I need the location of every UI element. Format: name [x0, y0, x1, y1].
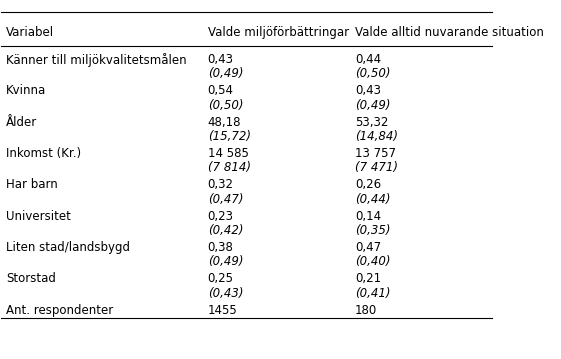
Text: Storstad: Storstad [6, 272, 56, 285]
Text: 1455: 1455 [208, 304, 237, 317]
Text: (0,49): (0,49) [355, 99, 390, 112]
Text: (0,35): (0,35) [355, 224, 390, 237]
Text: 0,23: 0,23 [208, 210, 233, 223]
Text: (0,50): (0,50) [208, 99, 243, 112]
Text: 0,32: 0,32 [208, 178, 233, 191]
Text: (0,47): (0,47) [208, 193, 243, 206]
Text: (0,49): (0,49) [208, 255, 243, 269]
Text: Liten stad/landsbygd: Liten stad/landsbygd [6, 241, 130, 254]
Text: (7 471): (7 471) [355, 161, 398, 174]
Text: 0,43: 0,43 [355, 84, 381, 97]
Text: (14,84): (14,84) [355, 130, 398, 143]
Text: Ant. respondenter: Ant. respondenter [6, 304, 113, 317]
Text: (7 814): (7 814) [208, 161, 251, 174]
Text: (0,49): (0,49) [208, 67, 243, 80]
Text: Känner till miljökvalitetsmålen: Känner till miljökvalitetsmålen [6, 53, 187, 67]
Text: 0,26: 0,26 [355, 178, 381, 191]
Text: 0,25: 0,25 [208, 272, 233, 285]
Text: Valde miljöförbättringar: Valde miljöförbättringar [208, 26, 349, 39]
Text: (0,40): (0,40) [355, 255, 390, 269]
Text: 53,32: 53,32 [355, 116, 388, 129]
Text: (0,44): (0,44) [355, 193, 390, 206]
Text: Har barn: Har barn [6, 178, 58, 191]
Text: 0,54: 0,54 [208, 84, 233, 97]
Text: (0,41): (0,41) [355, 287, 390, 300]
Text: Variabel: Variabel [6, 26, 54, 39]
Text: 0,47: 0,47 [355, 241, 381, 254]
Text: 14 585: 14 585 [208, 147, 249, 160]
Text: 0,21: 0,21 [355, 272, 381, 285]
Text: (0,43): (0,43) [208, 287, 243, 300]
Text: (0,42): (0,42) [208, 224, 243, 237]
Text: 0,14: 0,14 [355, 210, 381, 223]
Text: Kvinna: Kvinna [6, 84, 47, 97]
Text: (0,50): (0,50) [355, 67, 390, 80]
Text: 0,38: 0,38 [208, 241, 233, 254]
Text: Inkomst (Kr.): Inkomst (Kr.) [6, 147, 81, 160]
Text: 48,18: 48,18 [208, 116, 241, 129]
Text: Valde alltid nuvarande situation: Valde alltid nuvarande situation [355, 26, 544, 39]
Text: 13 757: 13 757 [355, 147, 396, 160]
Text: 0,44: 0,44 [355, 53, 381, 66]
Text: Ålder: Ålder [6, 116, 38, 129]
Text: 0,43: 0,43 [208, 53, 233, 66]
Text: Universitet: Universitet [6, 210, 71, 223]
Text: 180: 180 [355, 304, 377, 317]
Text: (15,72): (15,72) [208, 130, 251, 143]
